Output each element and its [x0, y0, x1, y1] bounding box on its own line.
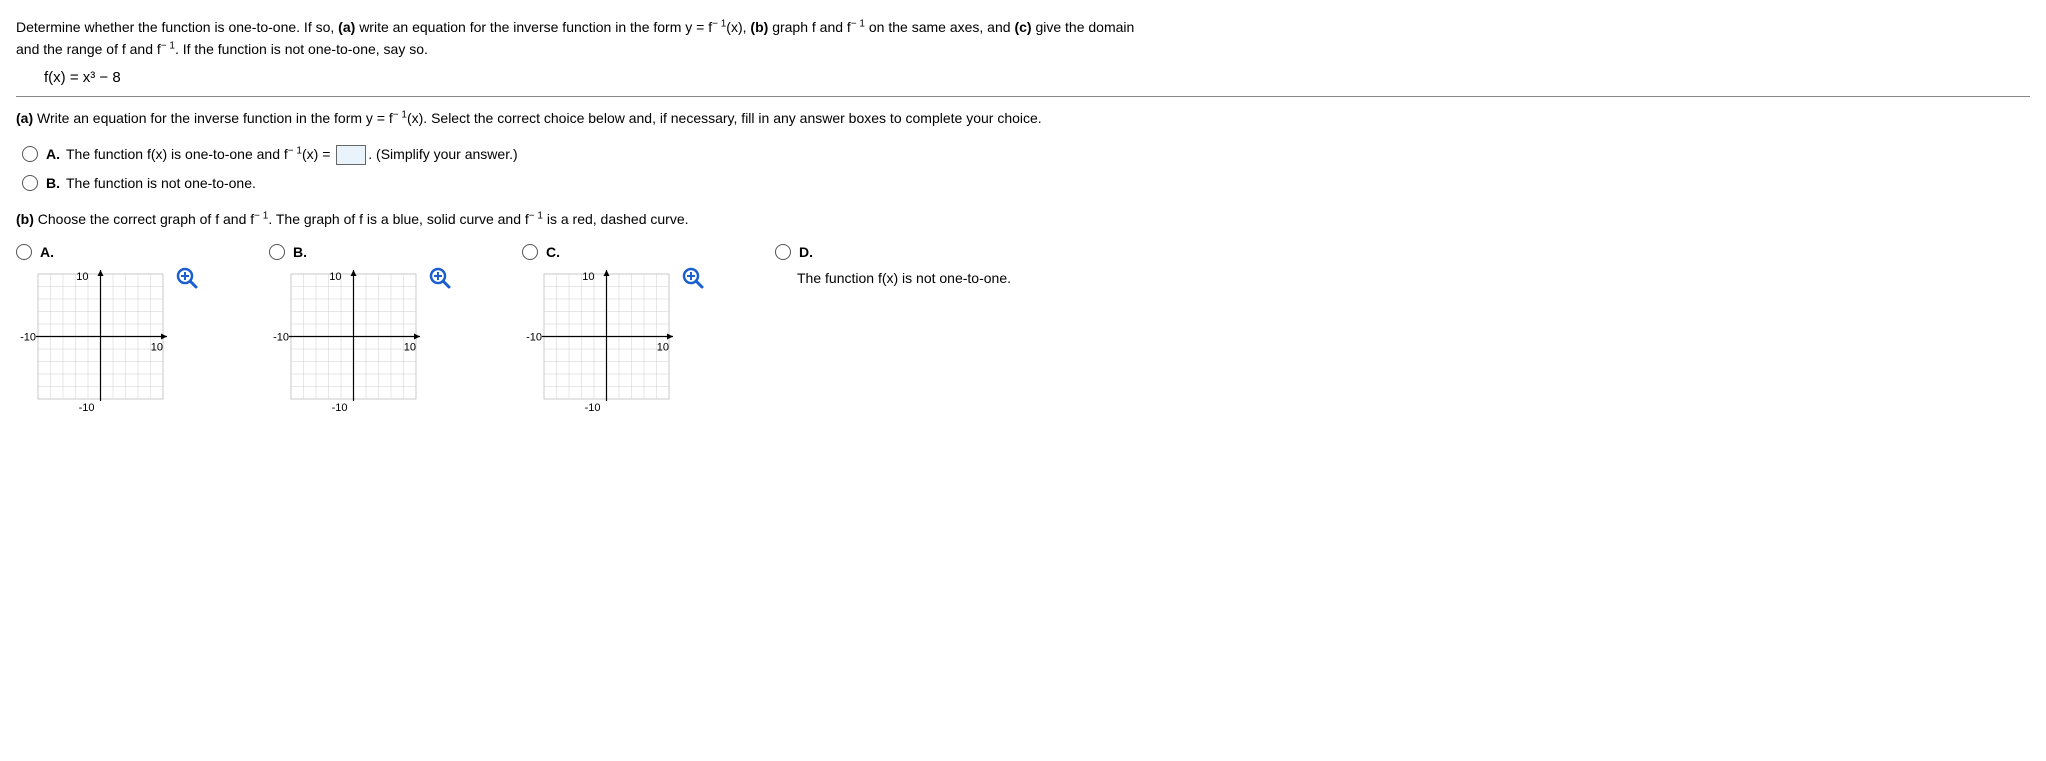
- graph-d-text: The function f(x) is not one-to-one.: [797, 270, 1011, 286]
- svg-text:-10: -10: [20, 332, 36, 344]
- radio-graph-c[interactable]: [522, 244, 538, 260]
- stmt-text: graph f and f: [772, 19, 851, 35]
- radio-graph-a[interactable]: [16, 244, 32, 260]
- choice-b-text: The function is not one-to-one.: [66, 172, 256, 194]
- choice-a-text: (x) =: [302, 146, 334, 162]
- graph-options: A. 10-1010-10 B. 10-1010-10 C. 10-1010-1: [16, 244, 2030, 421]
- stmt-text: on the same axes, and: [869, 19, 1015, 35]
- graph-a-letter: A.: [40, 244, 54, 260]
- svg-text:10: 10: [404, 342, 416, 354]
- part-a-prompt: (a) Write an equation for the inverse fu…: [16, 107, 2030, 129]
- part-b-text: . The graph of f is a blue, solid curve …: [268, 211, 528, 227]
- part-a-choices: A. The function f(x) is one-to-one and f…: [22, 143, 2030, 194]
- graph-b-letter: B.: [293, 244, 307, 260]
- svg-text:-10: -10: [526, 332, 542, 344]
- svg-text:10: 10: [329, 271, 341, 283]
- graph-c-canvas: 10 -10 10 -10: [522, 266, 677, 421]
- stmt-text: and the range of f and f: [16, 41, 161, 57]
- stmt-text: . If the function is not one-to-one, say…: [175, 41, 428, 57]
- graph-option-a[interactable]: A. 10 -10 10 -10: [16, 244, 199, 421]
- graph-a-canvas: 10 -10 10 -10: [16, 266, 171, 421]
- choice-a-row[interactable]: A. The function f(x) is one-to-one and f…: [22, 143, 2030, 165]
- part-b-text: is a red, dashed curve.: [543, 211, 689, 227]
- answer-input-box[interactable]: [336, 145, 366, 165]
- svg-text:-10: -10: [273, 332, 289, 344]
- stmt-text: Determine whether the function is one-to…: [16, 19, 338, 35]
- superscript-neg1: − 1: [393, 109, 407, 120]
- part-a-text: Write an equation for the inverse functi…: [37, 110, 393, 126]
- graph-d-letter: D.: [799, 244, 813, 260]
- choice-b-row[interactable]: B. The function is not one-to-one.: [22, 172, 2030, 194]
- svg-text:-10: -10: [79, 402, 95, 414]
- superscript-neg1: − 1: [288, 146, 302, 157]
- bold-c: (c): [1014, 19, 1031, 35]
- zoom-icon[interactable]: [681, 266, 705, 290]
- superscript-neg1: − 1: [712, 18, 726, 29]
- svg-text:10: 10: [657, 342, 669, 354]
- radio-b[interactable]: [22, 175, 38, 191]
- svg-text:10: 10: [582, 271, 594, 283]
- choice-a-text: The function f(x) is one-to-one and f: [66, 146, 288, 162]
- graph-option-c[interactable]: C. 10 -10 10 -10: [522, 244, 705, 421]
- zoom-icon[interactable]: [175, 266, 199, 290]
- part-b-bold: (b): [16, 211, 34, 227]
- stmt-text: (x),: [726, 19, 750, 35]
- zoom-icon[interactable]: [428, 266, 452, 290]
- part-b-text: Choose the correct graph of f and f: [38, 211, 254, 227]
- svg-text:10: 10: [151, 342, 163, 354]
- part-b-prompt: (b) Choose the correct graph of f and f−…: [16, 208, 2030, 230]
- graph-c-letter: C.: [546, 244, 560, 260]
- bold-b: (b): [750, 19, 768, 35]
- choice-b-letter: B.: [46, 172, 60, 194]
- part-a-text: (x). Select the correct choice below and…: [407, 110, 1042, 126]
- superscript-neg1: − 1: [851, 18, 865, 29]
- part-a-bold: (a): [16, 110, 33, 126]
- choice-a-text: . (Simplify your answer.): [368, 146, 517, 162]
- graph-option-b[interactable]: B. 10 -10 10 -10: [269, 244, 452, 421]
- superscript-neg1: − 1: [161, 41, 175, 52]
- svg-text:10: 10: [76, 271, 88, 283]
- stmt-text: give the domain: [1035, 19, 1134, 35]
- svg-text:-10: -10: [332, 402, 348, 414]
- stmt-text: write an equation for the inverse functi…: [359, 19, 712, 35]
- radio-graph-b[interactable]: [269, 244, 285, 260]
- function-formula: f(x) = x³ − 8: [44, 69, 2030, 86]
- problem-statement: Determine whether the function is one-to…: [16, 16, 2030, 61]
- radio-graph-d[interactable]: [775, 244, 791, 260]
- bold-a: (a): [338, 19, 355, 35]
- graph-b-canvas: 10 -10 10 -10: [269, 266, 424, 421]
- superscript-neg1: − 1: [529, 210, 543, 221]
- divider: [16, 96, 2030, 97]
- svg-text:-10: -10: [585, 402, 601, 414]
- graph-option-d[interactable]: D. The function f(x) is not one-to-one.: [775, 244, 1011, 286]
- choice-a-letter: A.: [46, 143, 60, 165]
- radio-a[interactable]: [22, 146, 38, 162]
- superscript-neg1: − 1: [254, 210, 268, 221]
